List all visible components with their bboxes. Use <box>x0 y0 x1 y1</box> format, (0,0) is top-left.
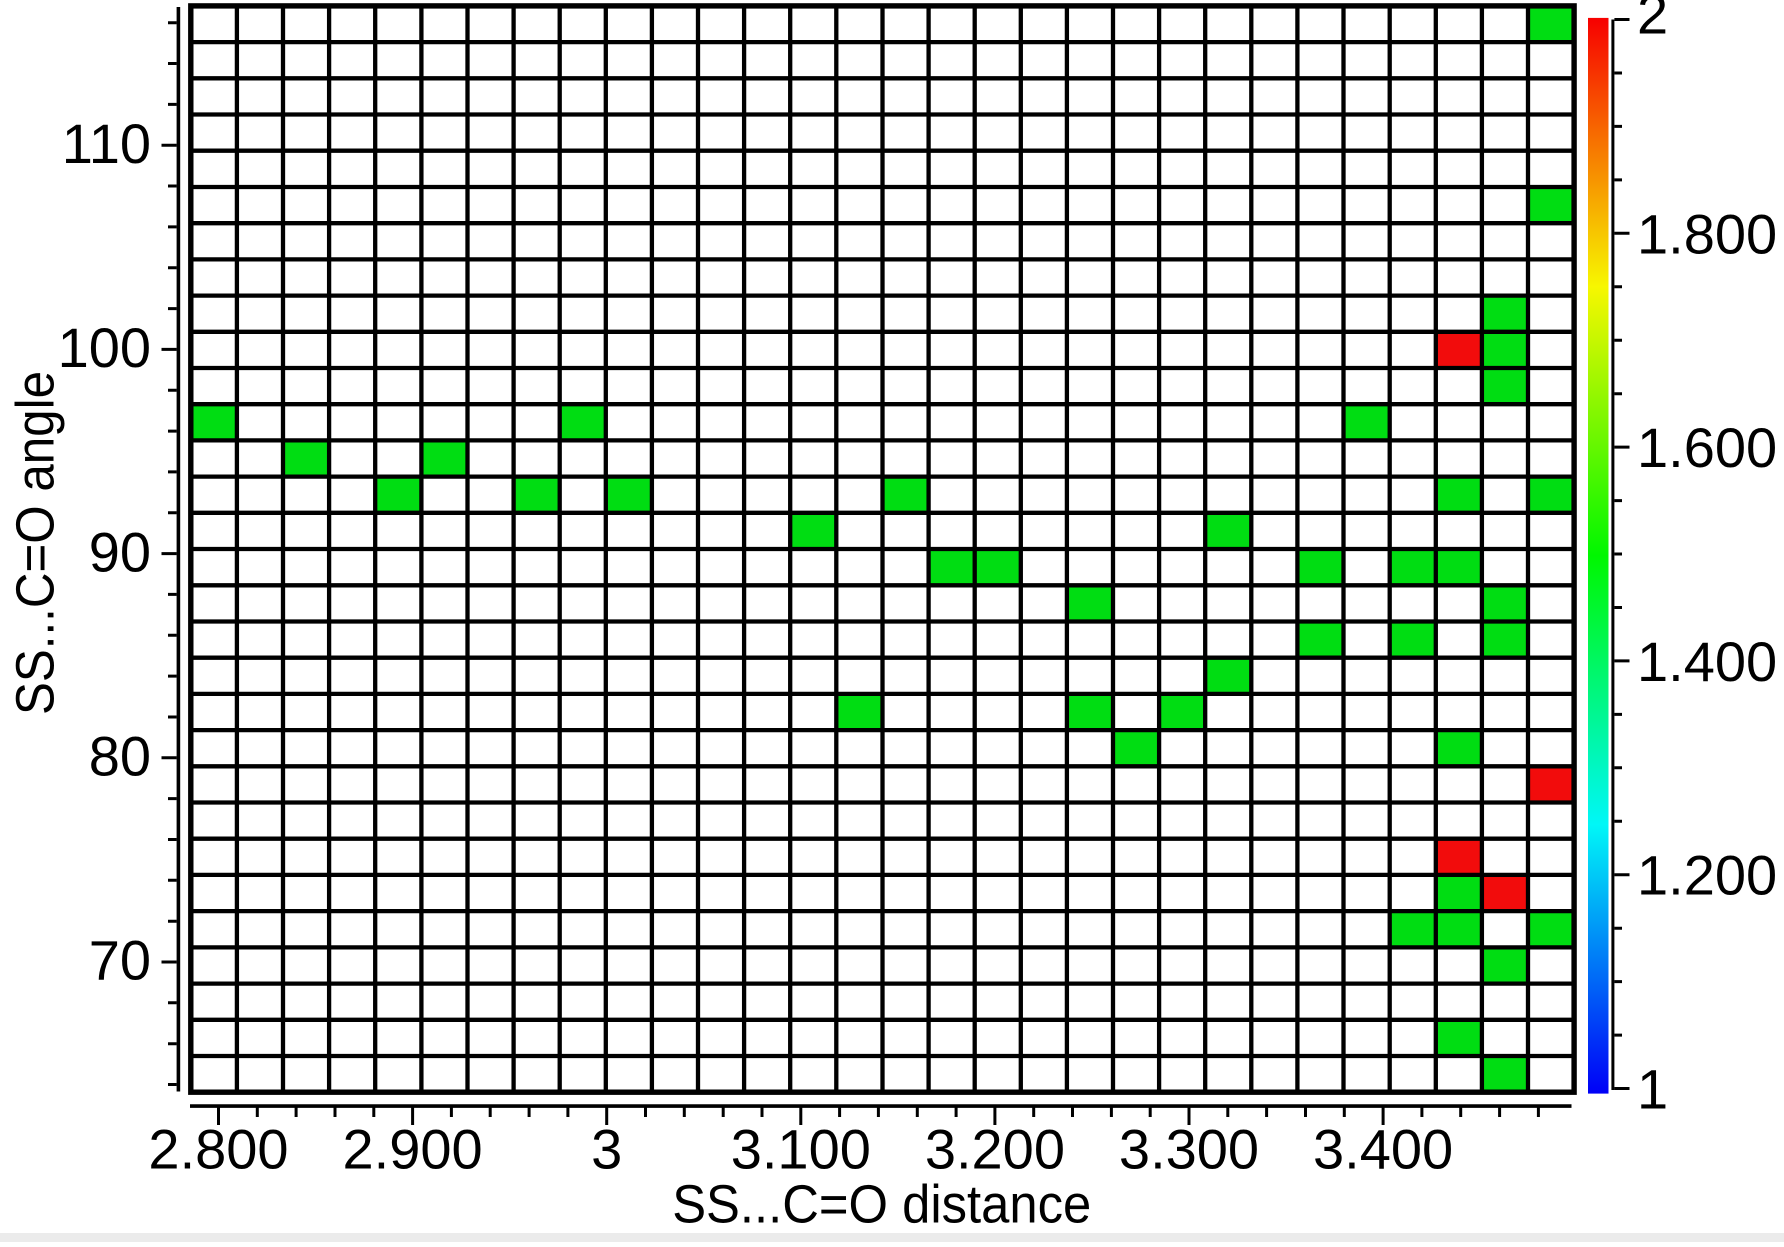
svg-text:70: 70 <box>89 929 151 992</box>
svg-text:90: 90 <box>89 520 151 583</box>
svg-text:1: 1 <box>1637 1058 1668 1121</box>
svg-text:1.600: 1.600 <box>1637 416 1777 479</box>
svg-text:2: 2 <box>1637 0 1668 46</box>
svg-text:2.900: 2.900 <box>343 1117 483 1180</box>
svg-text:2.800: 2.800 <box>148 1117 288 1180</box>
svg-text:SS...C=O angle: SS...C=O angle <box>6 371 66 715</box>
svg-text:100: 100 <box>58 316 151 379</box>
svg-text:1.800: 1.800 <box>1637 202 1777 265</box>
svg-text:3.100: 3.100 <box>731 1117 871 1180</box>
svg-text:80: 80 <box>89 725 151 788</box>
svg-text:3: 3 <box>591 1117 622 1180</box>
svg-text:3.200: 3.200 <box>925 1117 1065 1180</box>
svg-text:3.400: 3.400 <box>1313 1117 1453 1180</box>
svg-text:110: 110 <box>62 112 151 175</box>
svg-text:SS...C=O distance: SS...C=O distance <box>672 1174 1091 1234</box>
svg-text:1.200: 1.200 <box>1637 844 1777 907</box>
svg-text:3.300: 3.300 <box>1119 1117 1259 1180</box>
svg-text:1.400: 1.400 <box>1637 630 1777 693</box>
